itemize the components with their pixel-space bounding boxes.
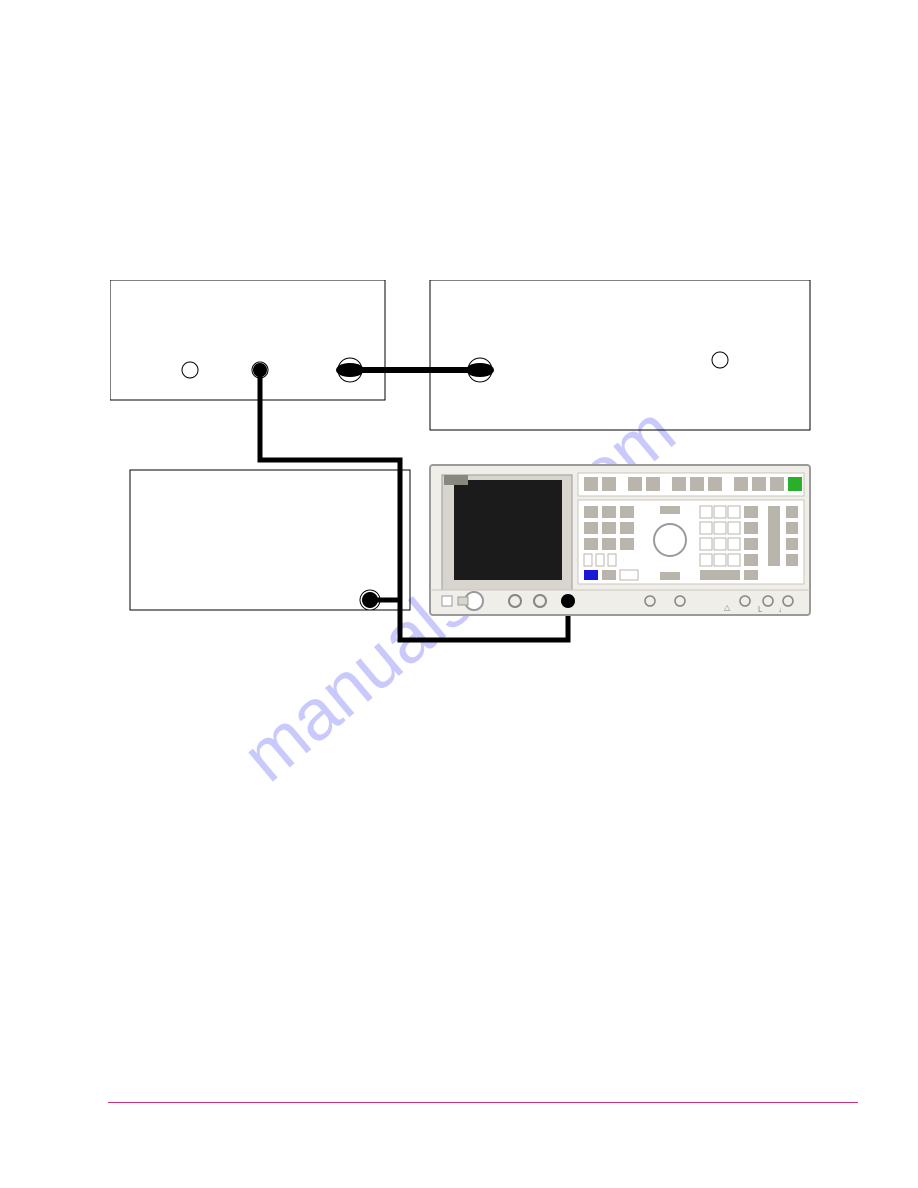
box-bottom-left [130,470,410,610]
instrument-screen [454,480,562,580]
green-key [788,477,802,491]
box-top-left [110,280,385,400]
box-top-right [430,280,810,430]
svg-text:△: △ [724,603,731,612]
diagram-svg: △ L ↓ [110,280,820,650]
instrument-input-port [561,594,575,608]
instrument: △ L ↓ [430,465,810,615]
port-tl-1 [182,362,198,378]
page: manualslive.com [0,0,918,1188]
footer-rule [108,1102,858,1103]
svg-text:L: L [758,605,763,614]
blue-key [584,570,598,580]
equipment-diagram: △ L ↓ [110,280,820,650]
port-tr-2 [712,352,728,368]
tuning-knob [654,524,686,556]
svg-text:↓: ↓ [778,605,782,614]
